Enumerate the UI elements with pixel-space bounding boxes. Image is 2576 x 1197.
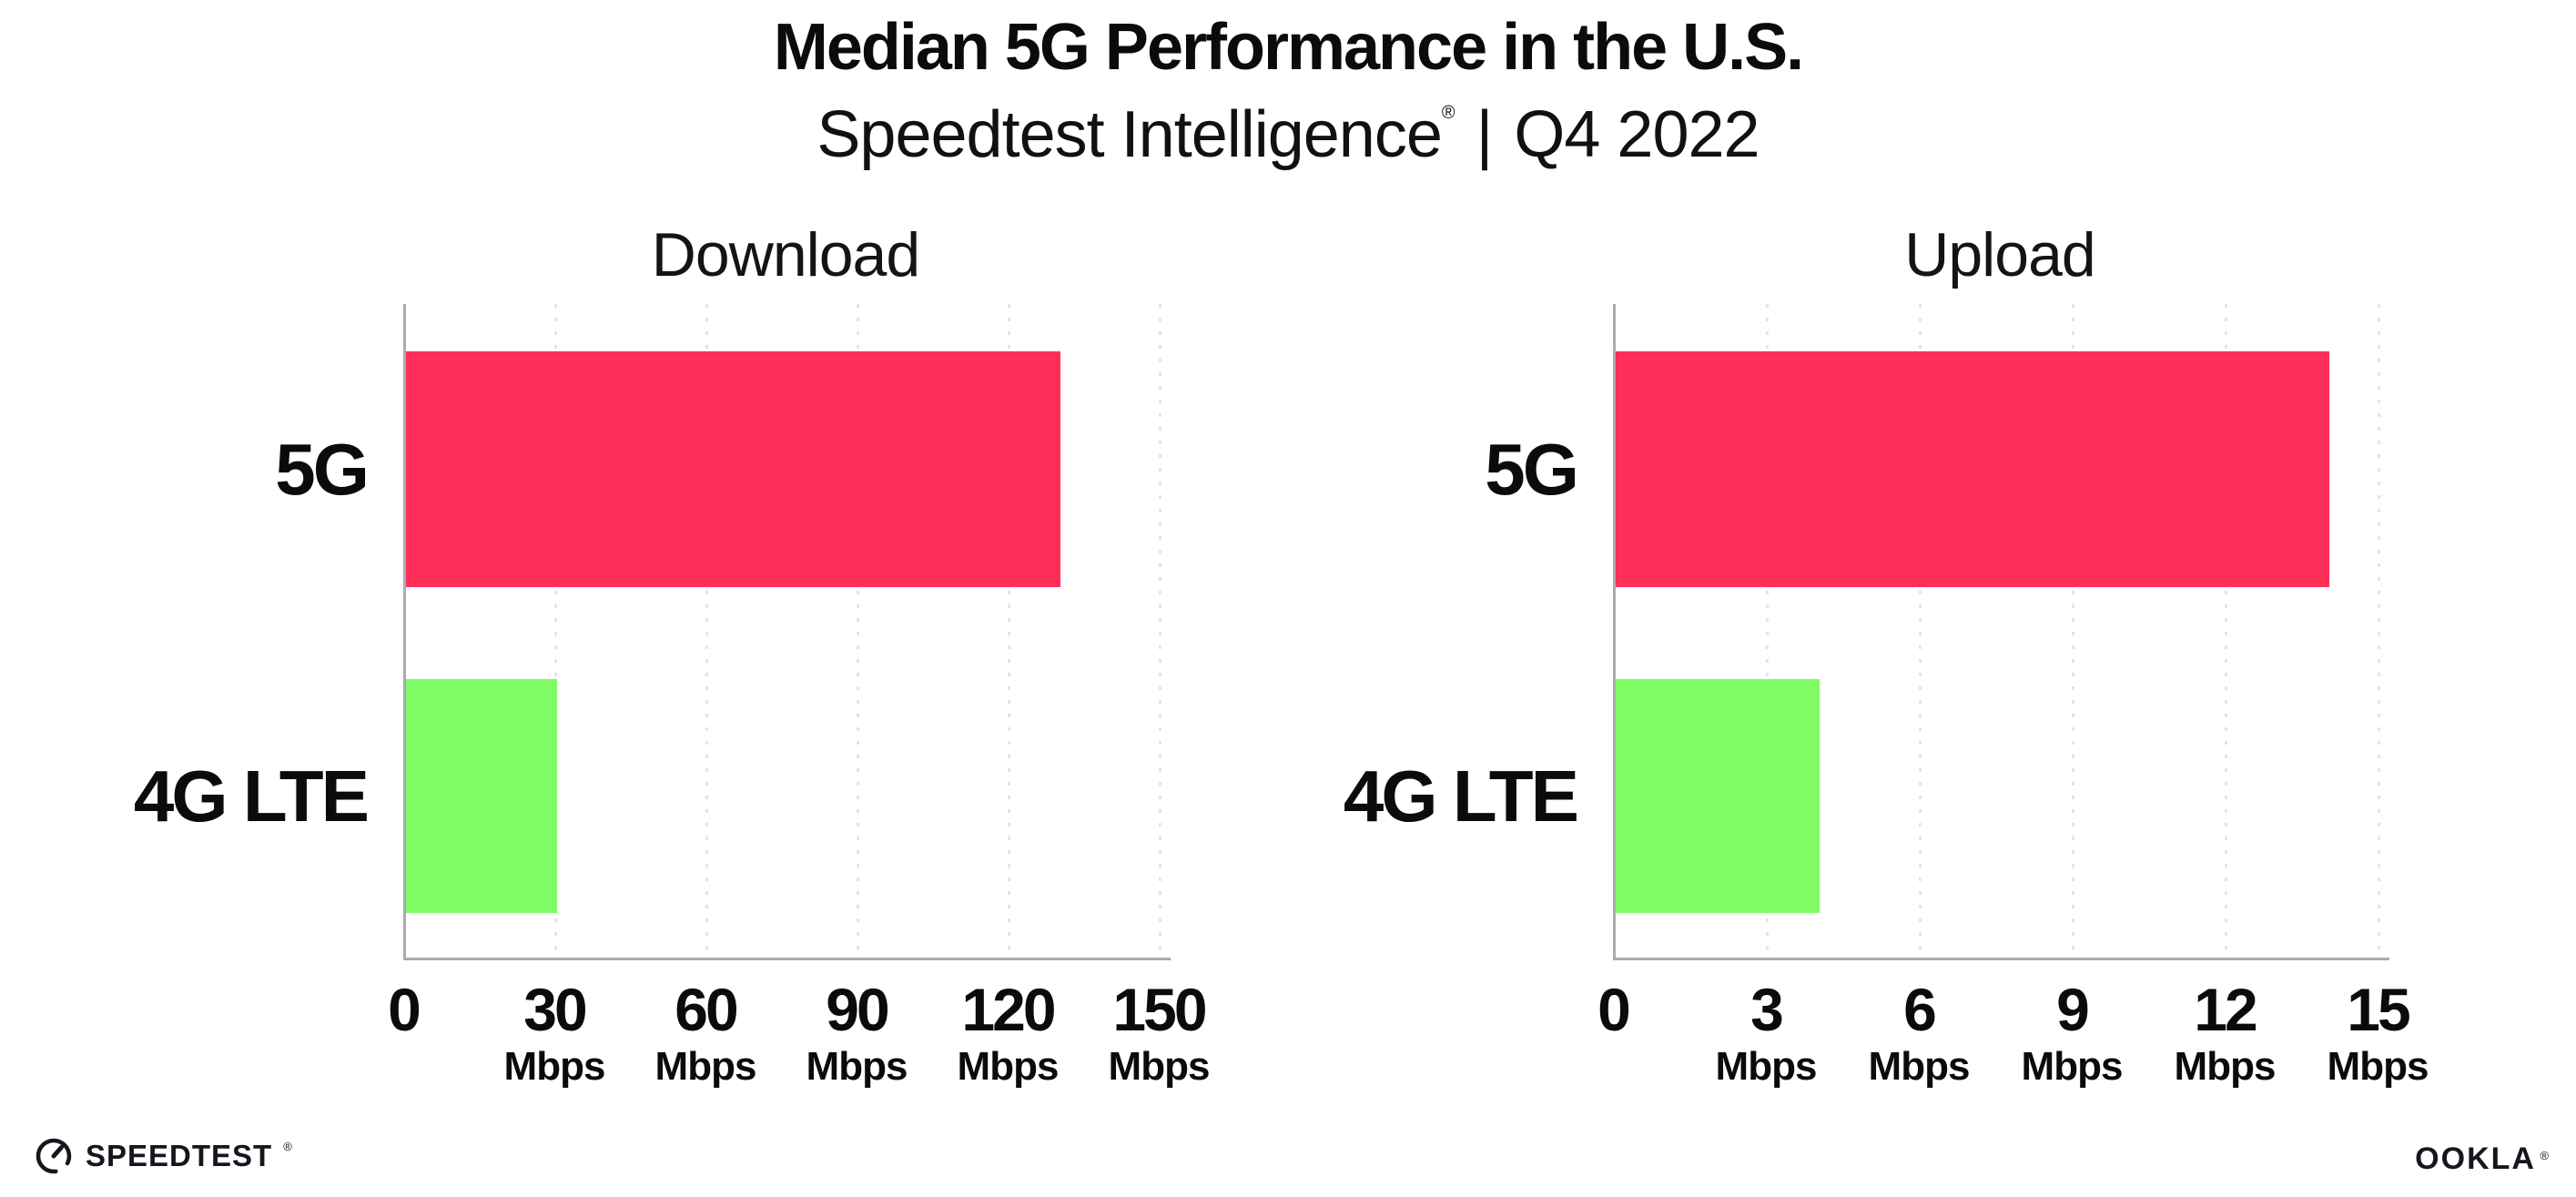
- bar-4g-lte-upload: [1616, 679, 1820, 913]
- subtitle-period: Q4 2022: [1514, 98, 1760, 171]
- bar-5g-download: [406, 351, 1060, 587]
- category-label-5g: 5G: [1485, 429, 1579, 510]
- x-tick: 9 Mbps: [2021, 976, 2124, 1089]
- registered-mark: ®: [1441, 103, 1455, 123]
- speedtest-logo: SPEEDTEST ®: [33, 1134, 292, 1176]
- gridline-60: [705, 304, 708, 958]
- x-tick: 12 Mbps: [2174, 976, 2277, 1089]
- category-label-5g: 5G: [275, 429, 370, 510]
- download-plot-area: 5G 4G LTE: [134, 304, 1171, 960]
- gridline-6: [1919, 304, 1922, 958]
- gridline-12: [2225, 304, 2227, 958]
- ookla-logo: OOKLA ®: [2415, 1143, 2549, 1174]
- ookla-wordmark: OOKLA: [2415, 1141, 2536, 1176]
- upload-chart-title: Upload: [1904, 220, 2096, 289]
- download-x-axis: 0 30 Mbps 60 Mbps 90 Mbps 120 Mbps 150 M…: [388, 976, 1210, 1107]
- gridline-15: [2378, 304, 2380, 958]
- subtitle-separator: |: [1476, 98, 1494, 171]
- x-tick: 15 Mbps: [2327, 976, 2429, 1089]
- x-tick: 30 Mbps: [503, 976, 606, 1089]
- page-title: Median 5G Performance in the U.S.: [773, 11, 1804, 84]
- ookla-registered-mark: ®: [2540, 1149, 2549, 1162]
- gridline-90: [857, 304, 859, 958]
- x-tick: 150 Mbps: [1108, 976, 1211, 1089]
- gridline-3: [1766, 304, 1769, 958]
- page-subtitle: Speedtest Intelligence® | Q4 2022: [0, 102, 2576, 167]
- gridline-120: [1008, 304, 1010, 958]
- download-chart-title: Download: [651, 220, 920, 289]
- upload-plot-area: 5G 4G LTE: [1344, 304, 2389, 960]
- x-tick: 90 Mbps: [806, 976, 908, 1089]
- subtitle-brand: Speedtest Intelligence: [816, 98, 1443, 171]
- upload-x-axis: 0 3 Mbps 6 Mbps 9 Mbps 12 Mbps 15 Mbps: [1597, 976, 2429, 1107]
- category-label-4g-lte: 4G LTE: [133, 756, 370, 837]
- speedtest-wordmark: SPEEDTEST: [86, 1138, 273, 1172]
- x-tick: 120 Mbps: [957, 976, 1060, 1089]
- x-tick: 6 Mbps: [1868, 976, 1971, 1089]
- bar-4g-lte-download: [406, 679, 557, 913]
- x-tick: 0: [1597, 976, 1631, 1043]
- gridline-9: [2072, 304, 2074, 958]
- x-tick: 3 Mbps: [1715, 976, 1818, 1089]
- speedtest-registered-mark: ®: [283, 1139, 292, 1153]
- x-tick: 60 Mbps: [654, 976, 757, 1089]
- speedtest-gauge-icon: [33, 1134, 75, 1176]
- category-label-4g-lte: 4G LTE: [1343, 756, 1579, 837]
- gridline-30: [554, 304, 557, 958]
- x-tick: 0: [388, 976, 421, 1043]
- gridline-150: [1159, 304, 1161, 958]
- bar-5g-upload: [1616, 351, 2329, 587]
